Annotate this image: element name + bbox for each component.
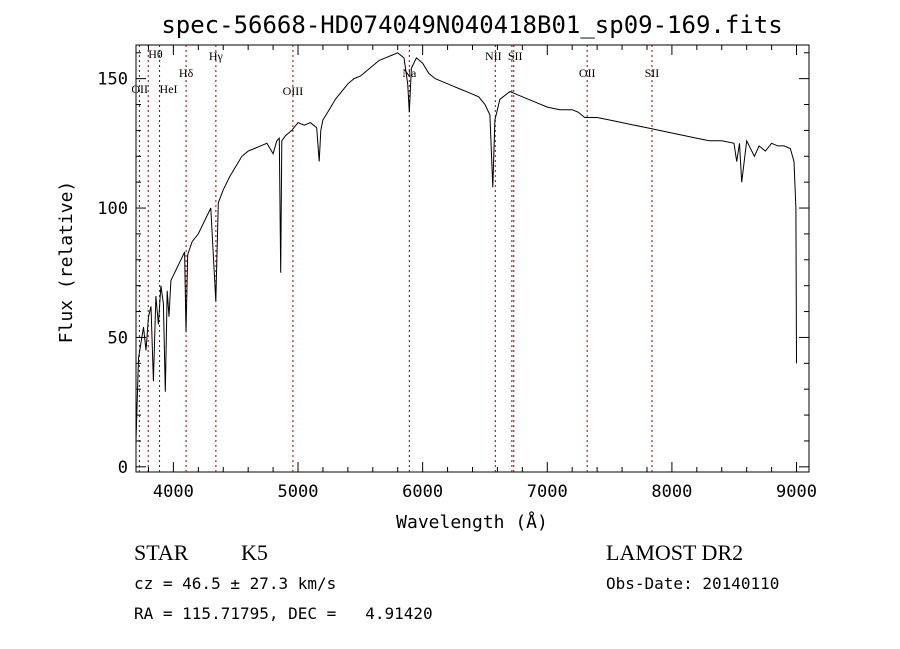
chart-title: spec-56668-HD074049N040418B01_sp09-169.f… [161, 11, 782, 39]
line-marker-label: OII [131, 82, 148, 96]
redshift-readout: cz = 46.5 ± 27.3 km/s [134, 574, 336, 593]
line-marker-label: Hδ [179, 66, 194, 80]
line-marker-label: NII [485, 49, 502, 63]
line-marker-label: SII [508, 49, 523, 63]
line-marker-label: Hγ [209, 49, 224, 63]
obs-date: Obs-Date: 20140110 [606, 574, 779, 593]
line-marker-label: HeI [160, 82, 178, 96]
line-marker-label: Na [402, 66, 417, 80]
x-tick-label: 6000 [402, 482, 443, 502]
line-marker-label: OII [579, 66, 596, 80]
y-tick-label: 0 [118, 458, 128, 478]
coordinates: RA = 115.71795, DEC = 4.91420 [134, 604, 433, 623]
x-axis-ticks: 4000 5000 6000 7000 8000 9000 [147, 45, 817, 502]
y-tick-label: 50 [108, 328, 128, 348]
x-axis-label: Wavelength (Å) [396, 511, 548, 533]
line-marker-label: OIII [283, 84, 304, 98]
y-axis-label: Flux (relative) [56, 181, 77, 344]
y-axis-ticks: 0 50 100 150 [97, 52, 809, 478]
x-tick-label: 8000 [651, 482, 692, 502]
y-tick-label: 100 [97, 199, 128, 219]
x-tick-label: 9000 [776, 482, 817, 502]
line-marker-label: SII [645, 66, 660, 80]
x-tick-label: 4000 [153, 482, 194, 502]
line-marker-label: Hθ [148, 47, 163, 61]
object-subclass: K5 [241, 540, 268, 565]
x-tick-label: 7000 [527, 482, 568, 502]
x-tick-label: 5000 [278, 482, 319, 502]
survey-name: LAMOST DR2 [606, 540, 743, 565]
plot-frame [135, 44, 810, 473]
object-class: STAR [134, 540, 189, 565]
y-tick-label: 150 [97, 70, 128, 90]
spectrum-line [135, 52, 797, 441]
